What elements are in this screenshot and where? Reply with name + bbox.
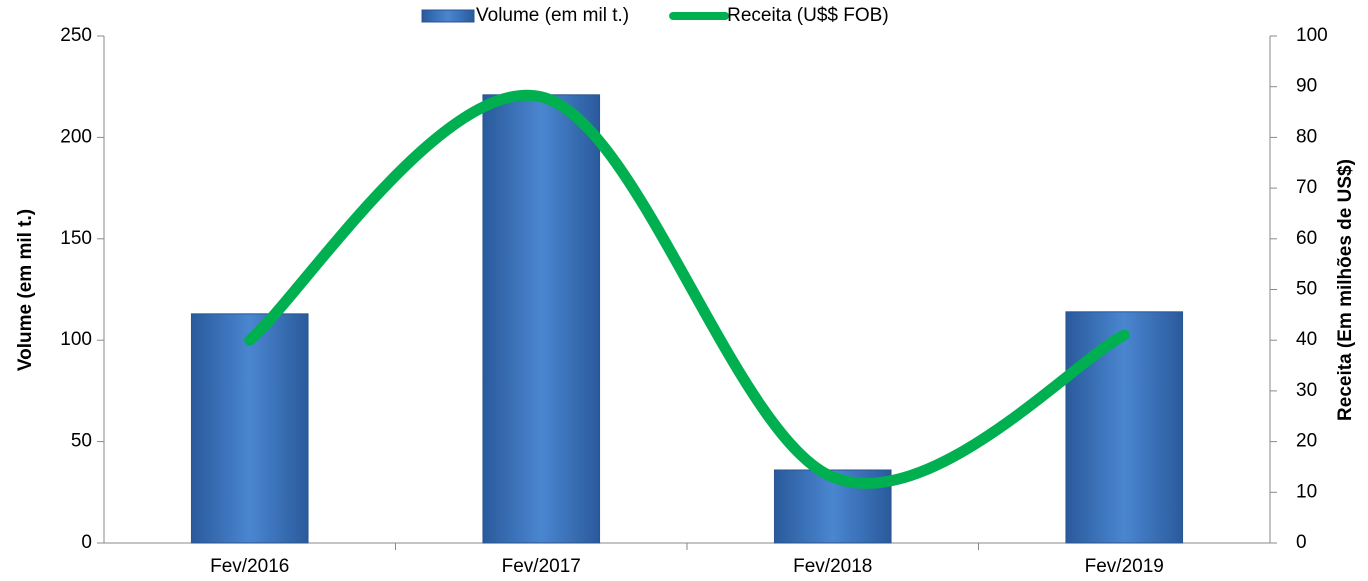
legend-label: Volume (em mil t.) [476,5,629,26]
y2-tick-label: 20 [1296,431,1317,452]
y-tick-label: 250 [60,25,92,46]
y2-tick-label: 30 [1296,380,1317,401]
y2-tick-label: 0 [1296,532,1307,553]
x-tick-label: Fev/2018 [793,556,872,577]
y-tick-label: 50 [71,431,92,452]
y2-tick-label: 90 [1296,76,1317,97]
bar [482,94,601,544]
y2-tick-label: 70 [1296,177,1317,198]
y-tick-label: 100 [60,329,92,350]
y-tick-label: 150 [60,228,92,249]
bar [190,313,309,544]
y2-tick-label: 80 [1296,126,1317,147]
legend-swatch [421,9,475,23]
y2-tick-label: 60 [1296,228,1317,249]
y2-tick-label: 100 [1296,25,1328,46]
y-tick-label: 0 [81,532,92,553]
y2-tick-label: 10 [1296,481,1317,502]
y-tick-label: 200 [60,126,92,147]
legend-label: Receita (U$$ FOB) [727,5,889,26]
bar [1065,311,1184,544]
x-tick-label: Fev/2016 [210,556,289,577]
x-tick-label: Fev/2017 [502,556,581,577]
y2-tick-label: 50 [1296,279,1317,300]
x-tick-label: Fev/2019 [1085,556,1164,577]
line [244,89,1130,489]
y2-axis-title: Receita (Em milhões de US$) [1335,159,1356,421]
y2-tick-label: 40 [1296,329,1317,350]
y-axis-title: Volume (em mil t.) [15,209,36,371]
